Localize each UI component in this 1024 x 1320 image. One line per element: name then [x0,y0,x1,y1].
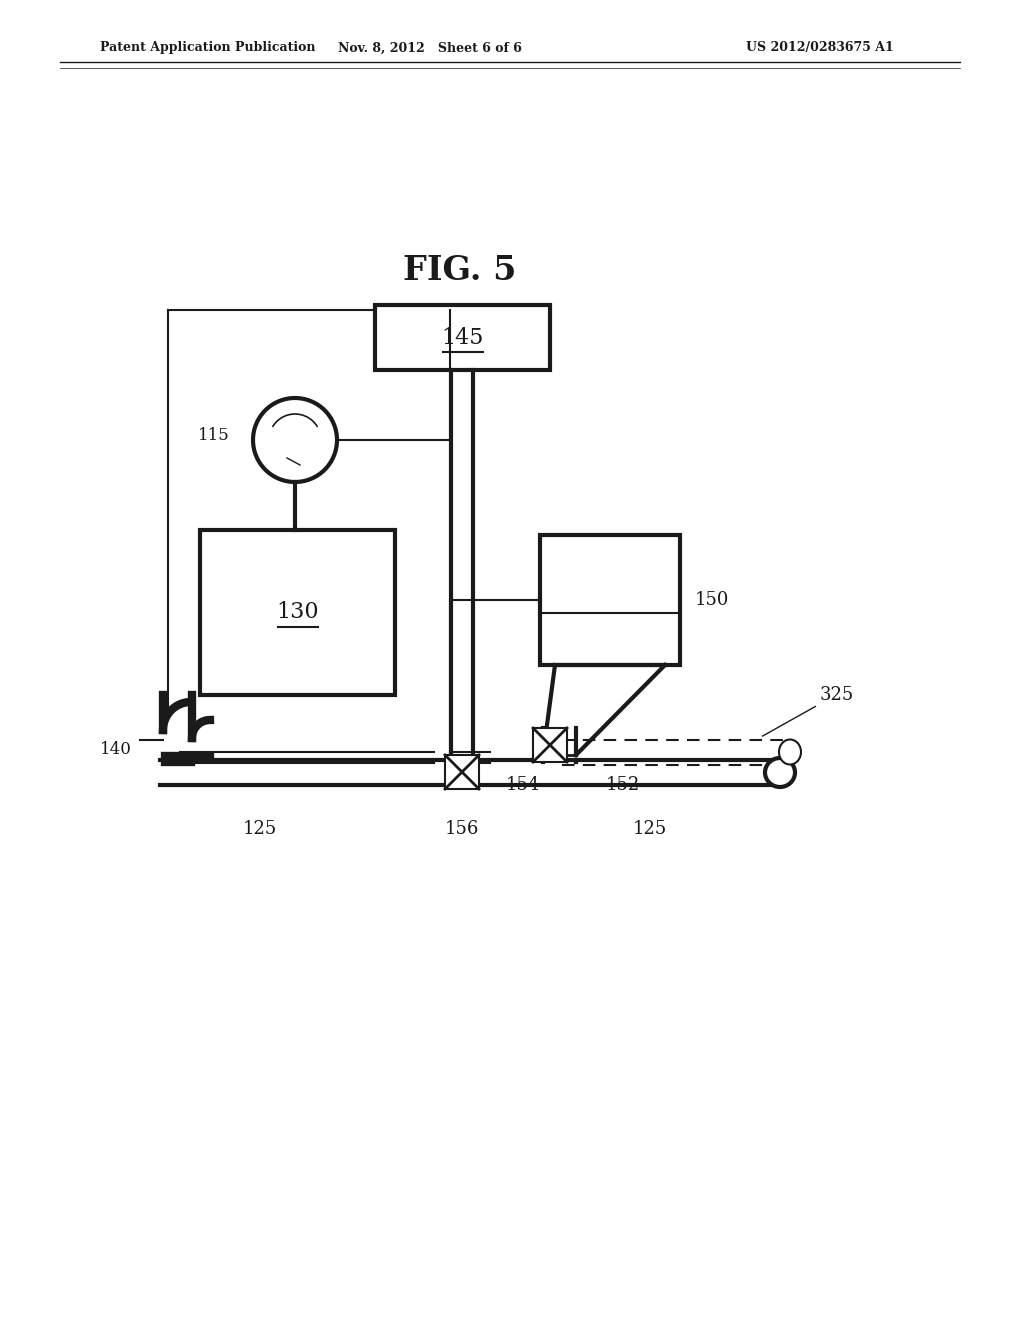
Text: 152: 152 [606,776,640,795]
Bar [540,535,680,665]
Bar [200,531,395,696]
Text: 140: 140 [100,742,132,759]
Text: Patent Application Publication: Patent Application Publication [100,41,315,54]
Circle shape [253,399,337,482]
Text: US 2012/0283675 A1: US 2012/0283675 A1 [746,41,894,54]
Text: 156: 156 [444,820,479,838]
Text: Nov. 8, 2012   Sheet 6 of 6: Nov. 8, 2012 Sheet 6 of 6 [338,41,522,54]
Bar [534,729,567,762]
Text: 130: 130 [276,602,318,623]
Text: 145: 145 [441,326,483,348]
Text: FIG. 5: FIG. 5 [403,253,517,286]
Bar [375,305,550,370]
Text: 125: 125 [243,820,278,838]
Text: 154: 154 [506,776,540,795]
Ellipse shape [765,758,795,787]
Text: 150: 150 [695,591,729,609]
Text: 325: 325 [820,686,854,704]
Ellipse shape [779,739,801,764]
Text: 115: 115 [199,426,230,444]
Bar [445,755,479,789]
Text: 125: 125 [633,820,667,838]
